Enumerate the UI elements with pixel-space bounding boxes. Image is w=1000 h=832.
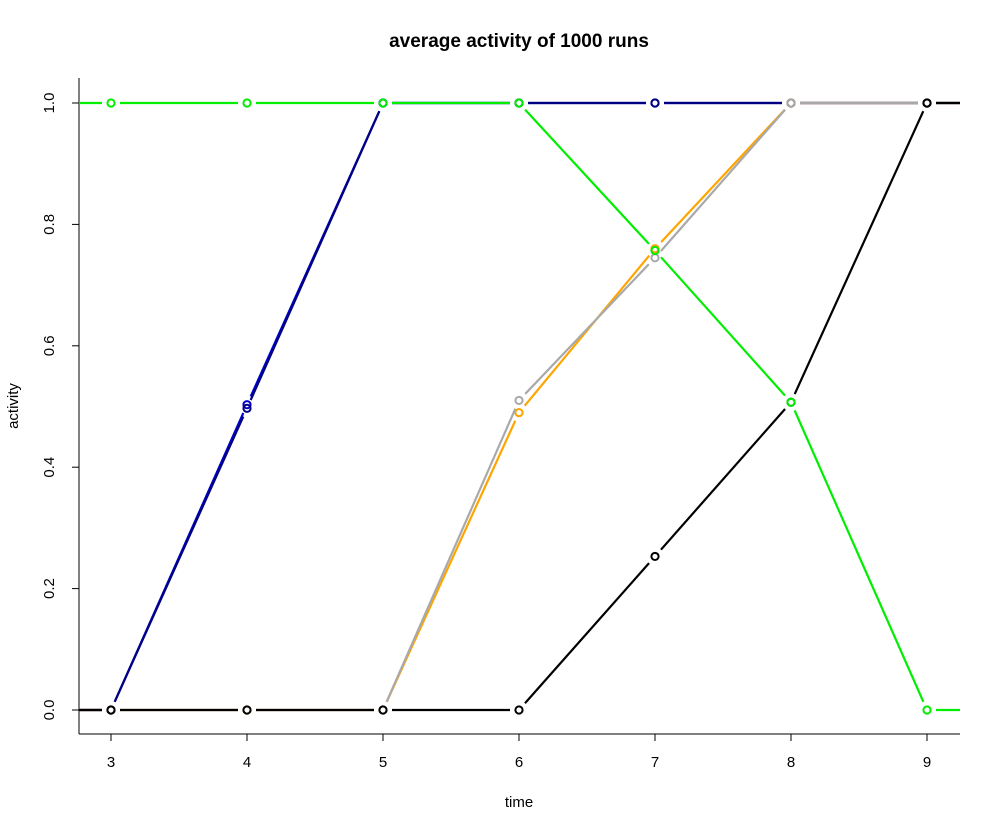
data-point — [514, 705, 524, 715]
data-point — [786, 98, 796, 108]
series-1 — [79, 98, 960, 715]
x-tick-label: 4 — [243, 754, 251, 771]
y-axis: 0.0 0.2 0.4 0.6 0.8 1.0 — [41, 93, 79, 721]
data-point — [242, 705, 252, 715]
series-layer — [79, 98, 960, 715]
series-line-segment — [660, 108, 786, 243]
x-axis: 3 4 5 6 7 8 9 — [107, 734, 931, 771]
data-point — [242, 98, 252, 108]
series-line-segment — [660, 256, 786, 397]
x-axis-label: time — [505, 794, 533, 811]
chart-title: average activity of 1000 runs — [389, 31, 649, 52]
data-point — [650, 98, 660, 108]
y-tick-label: 0.0 — [41, 700, 58, 721]
series-line-segment — [113, 416, 245, 703]
series-line-segment — [385, 408, 517, 703]
x-tick-label: 3 — [107, 754, 115, 771]
data-point — [378, 98, 388, 108]
data-point — [242, 403, 252, 413]
x-tick-label: 6 — [515, 754, 523, 771]
y-tick-label: 0.6 — [41, 335, 58, 356]
data-point — [786, 397, 796, 407]
data-point — [378, 705, 388, 715]
series-line-segment — [793, 110, 925, 395]
y-tick-label: 0.4 — [41, 457, 58, 478]
data-point — [650, 245, 660, 256]
x-tick-label: 8 — [787, 754, 795, 771]
series-line-segment — [524, 108, 650, 245]
data-point — [650, 551, 660, 562]
series-4 — [79, 98, 960, 715]
y-tick-label: 0.2 — [41, 578, 58, 599]
series-line-segment — [793, 410, 925, 703]
data-point — [922, 705, 932, 715]
series-2 — [79, 98, 960, 715]
data-point — [650, 253, 660, 263]
series-line-segment — [524, 562, 650, 704]
y-tick-label: 1.0 — [41, 93, 58, 114]
data-point — [106, 705, 116, 715]
series-line-segment — [249, 110, 381, 401]
series-line-segment — [524, 263, 650, 395]
data-point — [106, 98, 116, 108]
series-5 — [79, 98, 960, 715]
x-tick-label: 9 — [923, 754, 931, 771]
plot-frame — [78, 78, 960, 735]
series-line-segment — [660, 408, 786, 551]
x-tick-label: 5 — [379, 754, 387, 771]
series-line-segment — [660, 109, 786, 252]
y-axis-label: activity — [5, 383, 22, 429]
y-tick-label: 0.8 — [41, 214, 58, 235]
data-point — [514, 98, 524, 108]
series-3 — [79, 98, 960, 715]
data-point — [514, 407, 524, 418]
data-point — [242, 400, 252, 410]
data-point — [922, 98, 932, 108]
x-tick-label: 7 — [651, 754, 659, 771]
data-point — [514, 395, 524, 406]
series-6 — [79, 98, 960, 715]
